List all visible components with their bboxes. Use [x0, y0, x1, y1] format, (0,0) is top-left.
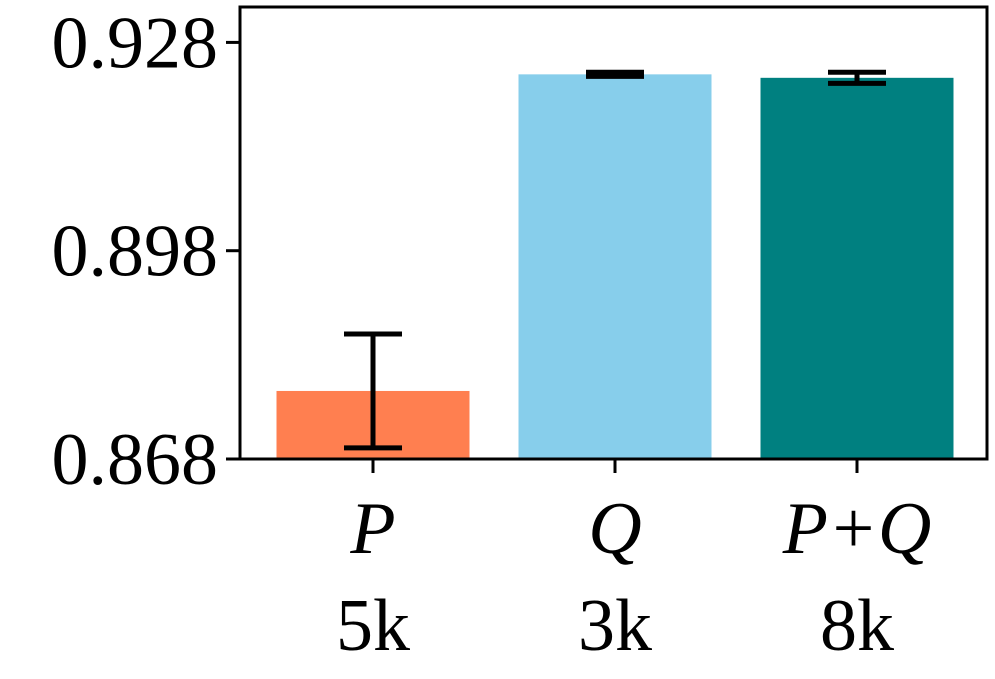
y-tick-label: 0.928 [52, 2, 219, 84]
error-bar [344, 331, 402, 451]
x-tick-sublabel: 8k [820, 585, 894, 667]
x-tick-label: P [349, 488, 395, 570]
x-tick-sublabel: 3k [578, 585, 652, 667]
bars-group [276, 74, 954, 459]
x-axis: P 5k Q 3k P+Q 8k [336, 459, 931, 667]
error-bar [586, 69, 644, 79]
x-tick-label: Q [588, 488, 641, 570]
error-bar [828, 69, 886, 86]
y-tick-label: 0.898 [52, 211, 219, 293]
bar-p-plus-q [760, 77, 954, 459]
bar-q [518, 74, 712, 459]
error-bars-group [344, 69, 886, 451]
y-tick-label: 0.868 [52, 419, 219, 501]
y-axis: 0.868 0.898 0.928 [52, 2, 240, 501]
x-tick-sublabel: 5k [336, 585, 410, 667]
x-tick-label: P+Q [782, 488, 932, 570]
